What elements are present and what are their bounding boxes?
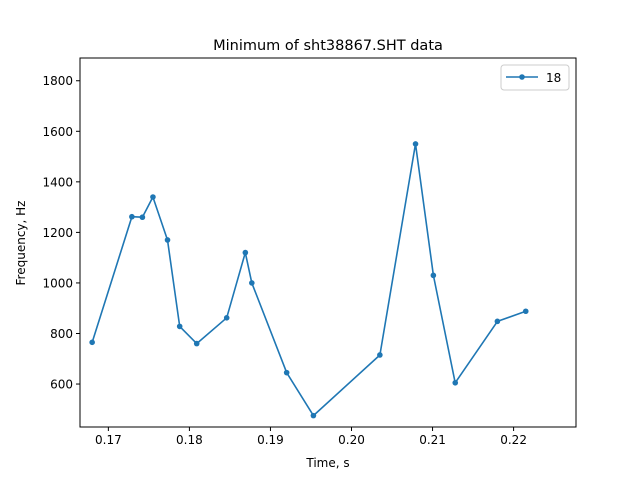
chart-title: Minimum of sht38867.SHT data bbox=[213, 38, 443, 54]
data-point bbox=[176, 323, 183, 330]
data-point bbox=[249, 280, 255, 286]
y-tick-label: 1000 bbox=[42, 276, 73, 290]
plot-area-frame bbox=[79, 57, 577, 428]
data-point bbox=[430, 272, 437, 279]
series-line bbox=[91, 143, 527, 417]
y-tick-label: 800 bbox=[50, 327, 73, 341]
legend-marker-swatch bbox=[519, 74, 525, 80]
y-tick-label: 1400 bbox=[42, 175, 73, 189]
x-axis-label: Time, s bbox=[305, 456, 349, 470]
legend-label: 18 bbox=[546, 71, 561, 85]
y-axis-label: Frequency, Hz bbox=[14, 201, 28, 286]
data-point bbox=[412, 141, 419, 147]
data-point bbox=[310, 412, 317, 419]
x-tick-label: 0.21 bbox=[419, 433, 446, 447]
data-point bbox=[377, 352, 383, 358]
data-point bbox=[522, 308, 529, 315]
data-point bbox=[452, 379, 459, 386]
x-tick-label: 0.18 bbox=[176, 433, 203, 447]
data-point bbox=[223, 315, 230, 321]
data-point bbox=[193, 340, 200, 347]
data-point bbox=[129, 213, 135, 220]
y-tick-label: 1800 bbox=[42, 74, 73, 88]
axis-ticks: 0.17 0.18 0.19 0.20 0.21 0.22 600 800 1000 1200 14… bbox=[42, 74, 527, 447]
data-point bbox=[89, 339, 95, 346]
data-point bbox=[139, 214, 146, 221]
data-point bbox=[494, 318, 501, 325]
series-layer bbox=[89, 141, 529, 419]
legend: 18 bbox=[500, 64, 570, 91]
y-tick-label: 600 bbox=[50, 378, 73, 392]
data-point bbox=[242, 249, 249, 256]
data-point bbox=[164, 237, 171, 243]
y-tick-label: 1200 bbox=[42, 226, 73, 240]
y-tick-label: 1600 bbox=[42, 125, 73, 139]
x-tick-label: 0.19 bbox=[257, 433, 284, 447]
x-tick-label: 0.20 bbox=[338, 433, 365, 447]
data-point bbox=[150, 194, 156, 200]
x-tick-label: 0.22 bbox=[500, 433, 527, 447]
data-point bbox=[283, 369, 290, 376]
x-tick-label: 0.17 bbox=[95, 433, 122, 447]
